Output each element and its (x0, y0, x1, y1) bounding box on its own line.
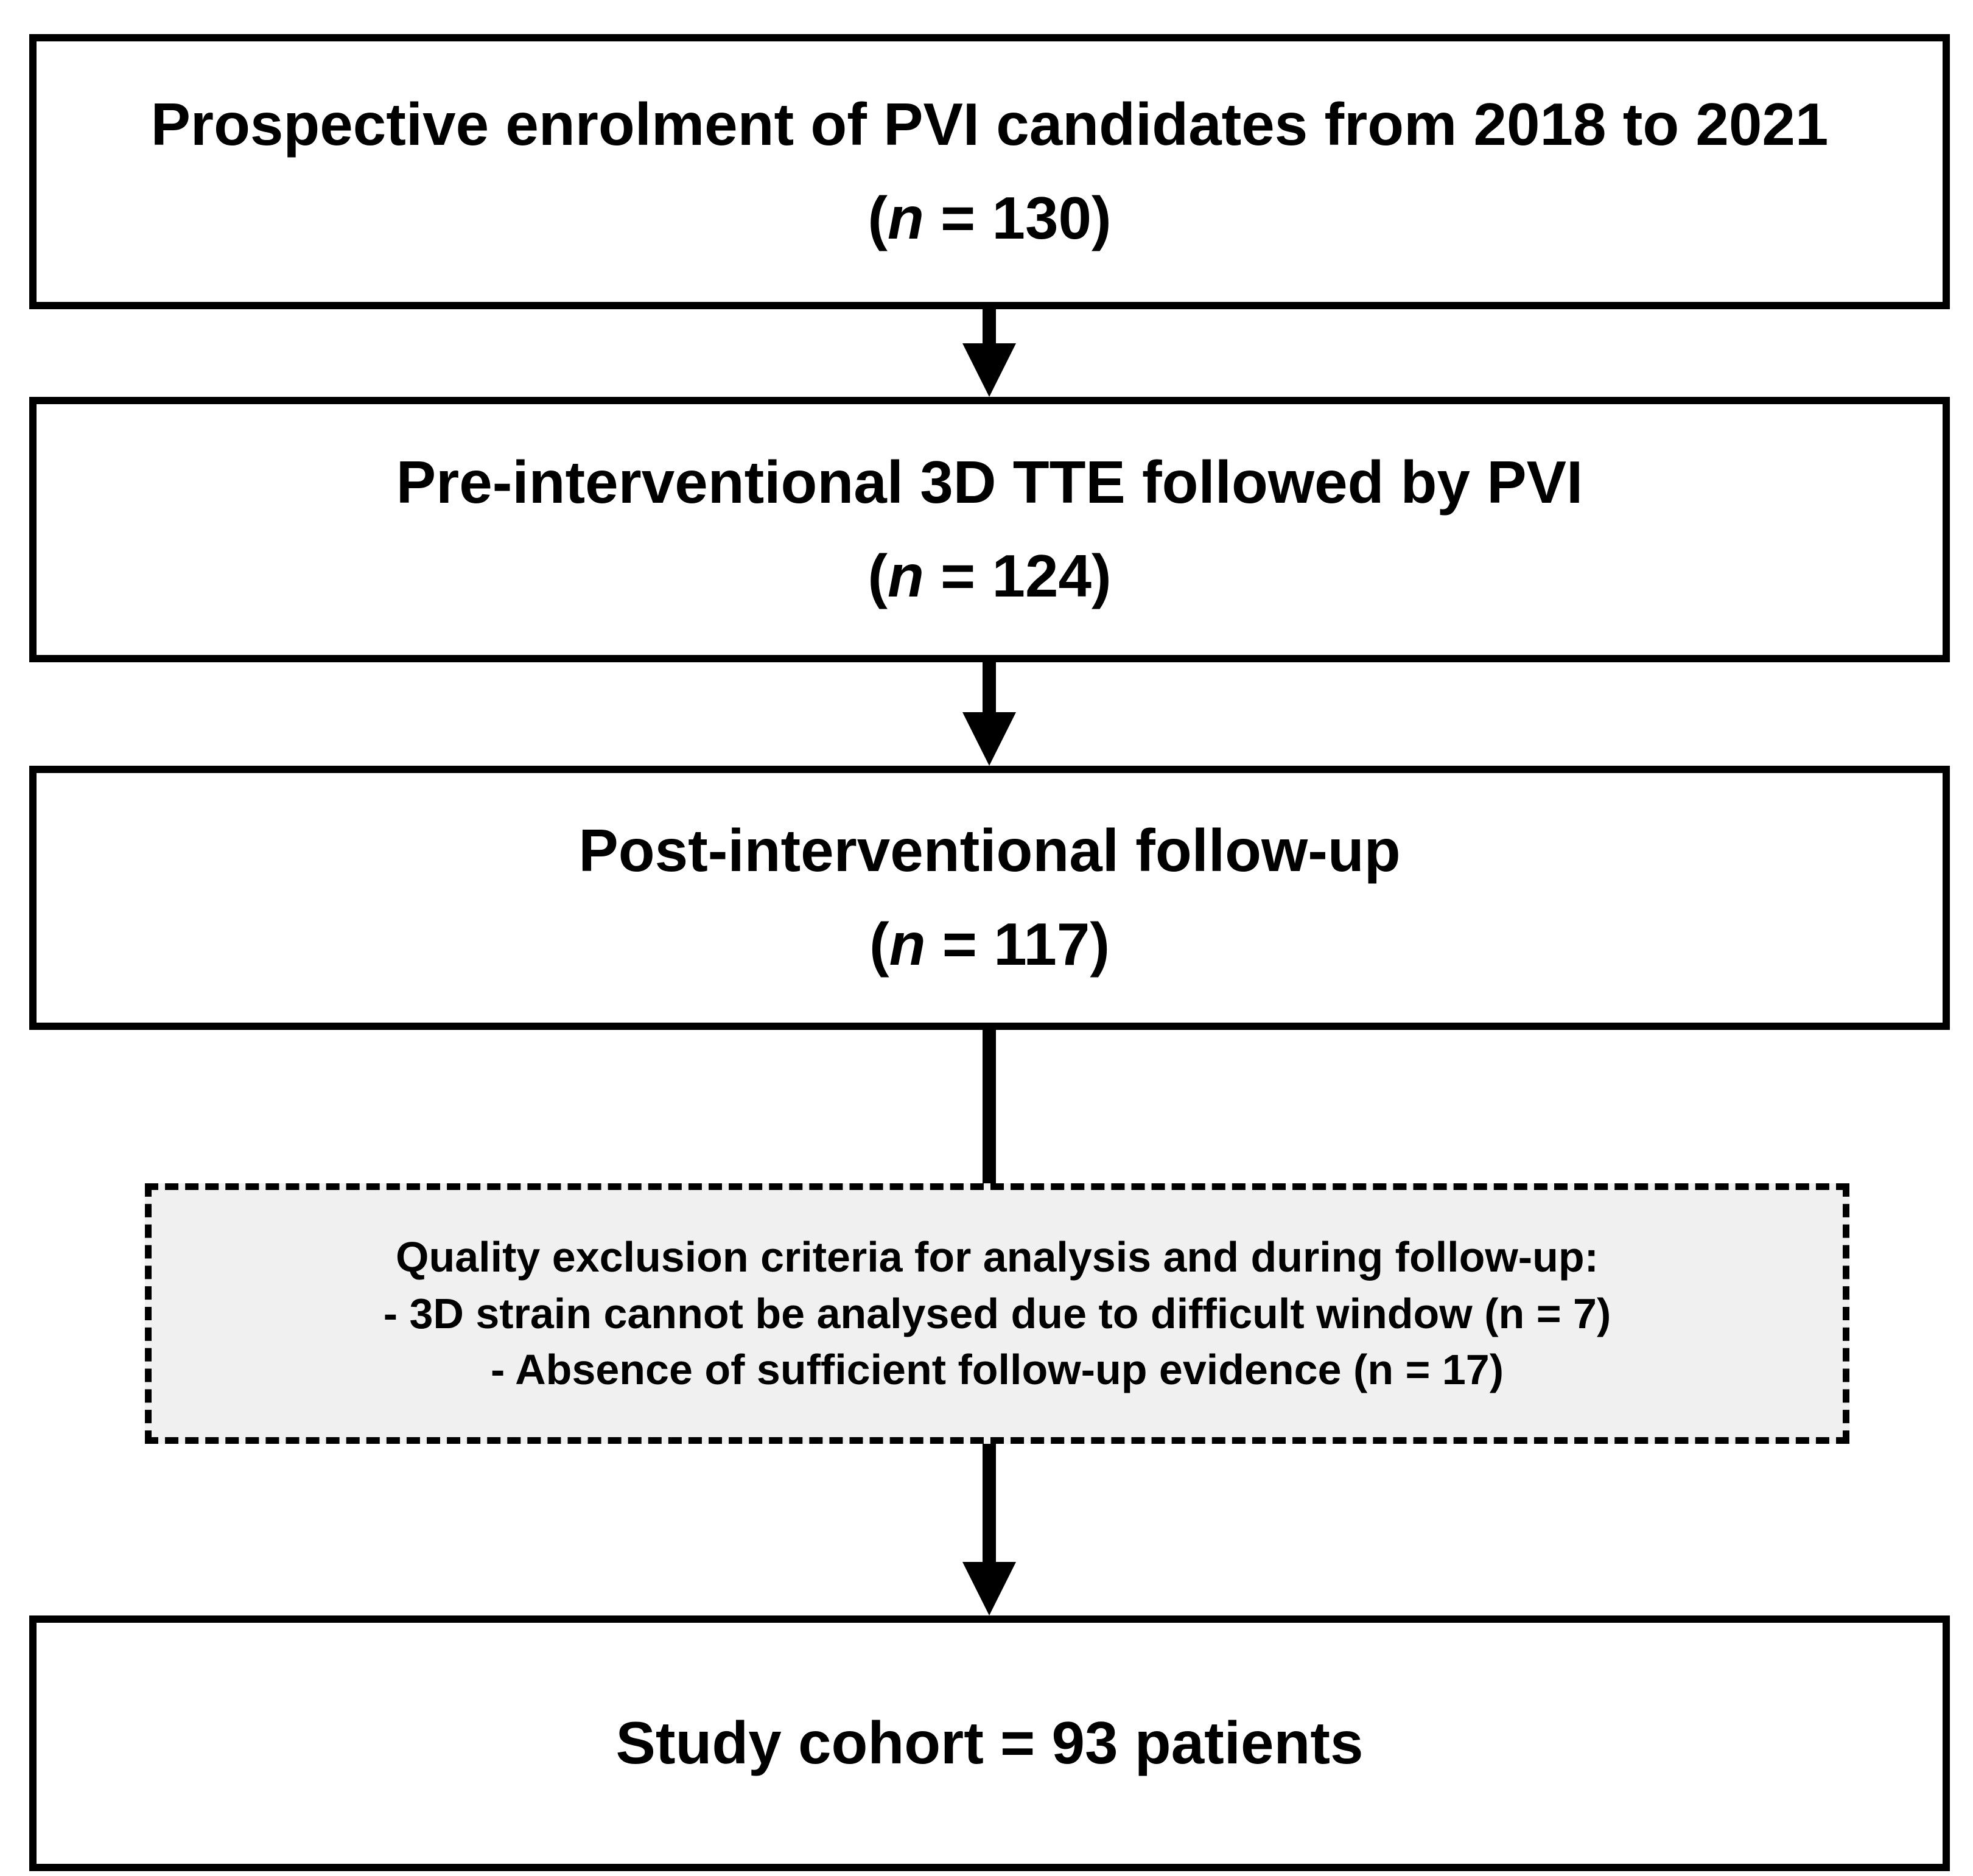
box-count: (n = 117) (578, 909, 1400, 980)
count-open-paren: ( (867, 542, 888, 609)
count-open-paren: ( (867, 184, 888, 251)
arrow-line (983, 1444, 996, 1562)
arrow-head-icon (962, 712, 1016, 766)
flow-box-study-cohort: Study cohort = 93 patients (29, 1615, 1950, 1871)
exclusion-box: Quality exclusion criteria for analysis … (145, 1183, 1849, 1444)
exclusion-text: Quality exclusion criteria for analysis … (384, 1229, 1611, 1398)
count-value: = 17) (1393, 1346, 1504, 1394)
connector-line (983, 1030, 996, 1183)
count-variable: n (1498, 1289, 1525, 1337)
count-value: = 130) (923, 184, 1112, 251)
count-variable: n (887, 542, 924, 609)
down-arrow-2 (962, 662, 1017, 766)
flow-box-pre-interventional-text: Pre-interventional 3D TTE followed by PV… (396, 447, 1583, 611)
count-value: = 124) (923, 542, 1112, 609)
arrow-head-icon (962, 343, 1016, 397)
flow-box-post-interventional: Post-interventional follow-up (n = 117) (29, 766, 1950, 1030)
box-count: (n = 124) (396, 541, 1583, 612)
flow-box-study-cohort-text: Study cohort = 93 patients (616, 1708, 1364, 1779)
exclusion-header: Quality exclusion criteria for analysis … (396, 1233, 1599, 1281)
count-value: = 7) (1524, 1289, 1611, 1337)
box-title: Post-interventional follow-up (578, 817, 1401, 884)
flow-box-enrolment: Prospective enrolment of PVI candidates … (29, 34, 1950, 309)
count-variable: n (887, 184, 924, 251)
count-value: = 117) (925, 911, 1110, 978)
flow-box-pre-interventional: Pre-interventional 3D TTE followed by PV… (29, 397, 1950, 662)
box-count: (n = 130) (151, 183, 1829, 254)
exclusion-item-text: - Absence of sufficient follow-up eviden… (490, 1346, 1368, 1394)
arrow-line (983, 309, 996, 343)
flow-box-enrolment-text: Prospective enrolment of PVI candidates … (151, 89, 1829, 253)
box-title: Prospective enrolment of PVI candidates … (150, 91, 1829, 158)
count-variable: n (1367, 1346, 1394, 1394)
down-arrow-1 (962, 309, 1017, 397)
box-title: Study cohort = 93 patients (615, 1709, 1364, 1777)
exclusion-item-text: - 3D strain cannot be analysed due to di… (383, 1289, 1499, 1337)
down-arrow-3 (962, 1444, 1017, 1615)
arrow-head-icon (962, 1562, 1016, 1615)
exclusion-item: - Absence of sufficient follow-up eviden… (384, 1342, 1611, 1398)
count-open-paren: ( (869, 911, 889, 978)
count-variable: n (889, 911, 926, 978)
arrow-line (983, 662, 996, 712)
exclusion-item: - 3D strain cannot be analysed due to di… (384, 1286, 1611, 1342)
box-title: Pre-interventional 3D TTE followed by PV… (396, 449, 1583, 516)
flow-box-post-interventional-text: Post-interventional follow-up (n = 117) (578, 816, 1400, 979)
